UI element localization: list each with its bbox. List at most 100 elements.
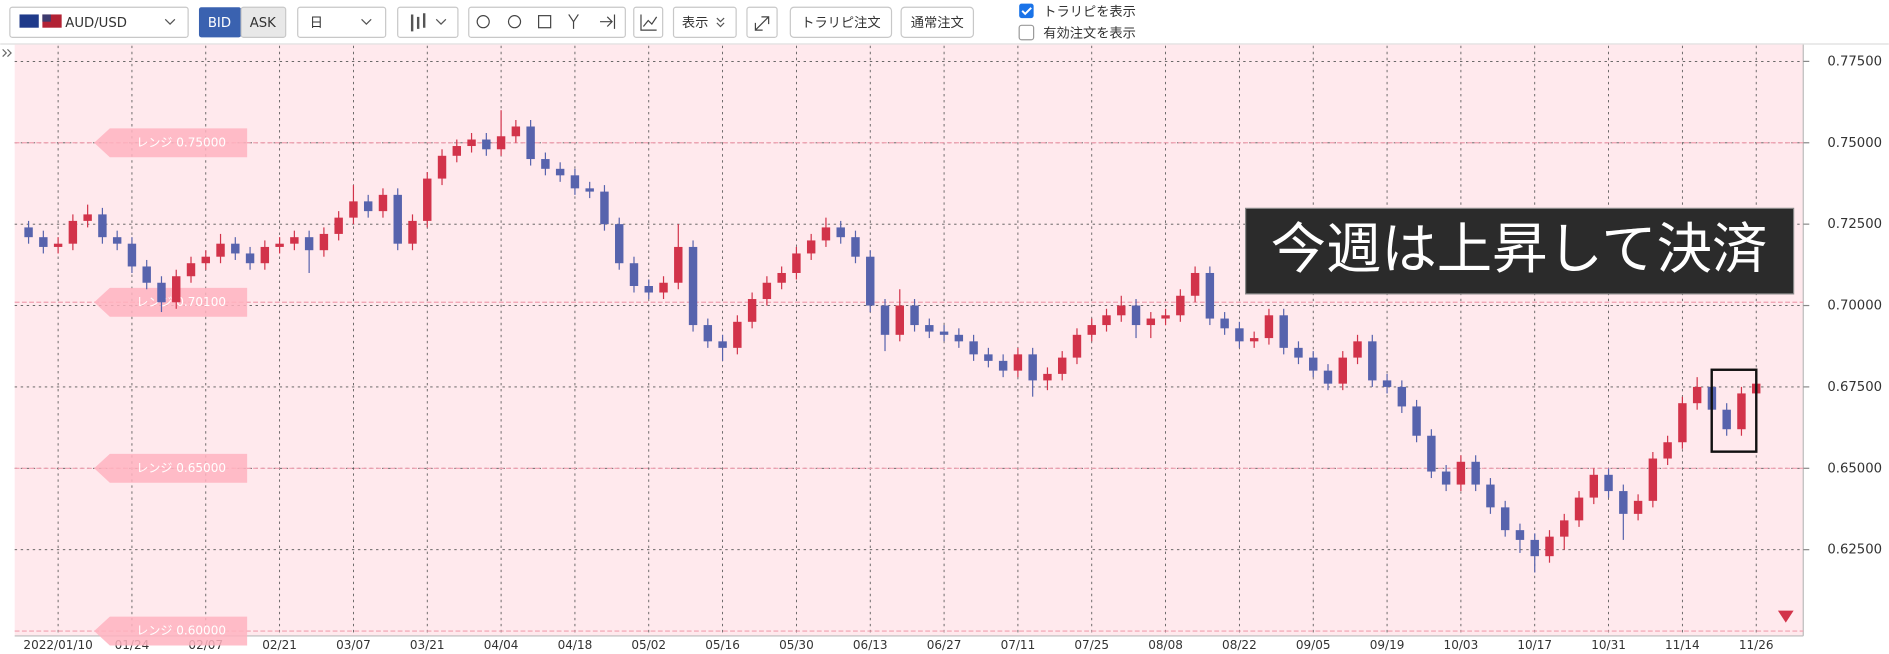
y-tick-label: 0.67500: [1827, 380, 1882, 395]
candle-body: [1013, 354, 1023, 371]
x-tick-label: 05/16: [705, 638, 740, 652]
candle-body: [1190, 272, 1200, 296]
x-tick-label: 06/27: [927, 638, 962, 652]
fit-icon[interactable]: [538, 15, 552, 29]
candle-body: [1117, 305, 1126, 316]
candle-body: [245, 253, 255, 264]
expand-button[interactable]: [746, 6, 778, 38]
y-scale-icon[interactable]: [568, 14, 579, 29]
candle-body: [24, 227, 33, 238]
candle-body: [363, 201, 373, 212]
x-tick-label: 05/30: [779, 638, 814, 652]
x-tick-label: 10/31: [1591, 638, 1626, 652]
candle-body: [1072, 334, 1082, 358]
candle-body: [1102, 315, 1111, 326]
candle-body: [526, 126, 535, 160]
candle-body: [1382, 380, 1392, 387]
x-tick-label: 05/02: [631, 638, 666, 652]
normal-order-button[interactable]: [900, 6, 975, 38]
check-mark: [1021, 7, 1032, 16]
candle-body: [925, 325, 934, 332]
tool-group: [468, 6, 626, 38]
candle-body: [1028, 354, 1037, 381]
x-tick-label: 08/22: [1222, 638, 1257, 652]
candle-body: [1500, 507, 1510, 531]
candle-body: [674, 246, 683, 283]
candle-body: [1043, 373, 1052, 381]
annotation-text: 今週は上昇して決済: [1271, 218, 1768, 282]
candle-body: [570, 175, 580, 189]
candle-body: [1220, 318, 1229, 329]
candle-body: [1427, 435, 1436, 472]
candle-body: [1530, 539, 1539, 557]
candle-body: [762, 282, 772, 300]
candle-body: [1515, 530, 1525, 540]
y-tick-label: 0.62500: [1827, 543, 1882, 558]
candle-body: [1309, 357, 1318, 371]
dropdown-arrow: [361, 18, 372, 25]
candle-body: [1678, 403, 1687, 443]
x-tick-label: 10/03: [1444, 638, 1479, 652]
candle-body: [201, 256, 210, 264]
checkbox-checked[interactable]: [1019, 3, 1034, 19]
candle-body: [1604, 474, 1613, 492]
candle-body: [304, 237, 314, 251]
chart-type-select[interactable]: [397, 6, 459, 38]
period-select[interactable]: [297, 6, 387, 38]
display-label: 表示: [682, 15, 708, 31]
trap-order-button[interactable]: [789, 6, 893, 38]
x-tick-label: 02/21: [262, 638, 297, 652]
x-tick-label: 07/11: [1001, 638, 1036, 652]
candle-body: [866, 256, 875, 306]
range-label: レンジ 0.75000: [136, 135, 226, 149]
ask-button[interactable]: [240, 6, 287, 38]
candle-body: [939, 331, 949, 335]
candle-body: [319, 233, 329, 251]
candle-body: [349, 201, 358, 218]
candle-body: [496, 136, 506, 150]
zoom-out-icon[interactable]: [507, 15, 522, 29]
chart-layer: 0.62500 0.65000 0.67500 0.70000 0.72500 0.750…: [14, 45, 1882, 652]
range-label: レンジ 0.65000: [136, 461, 226, 475]
zoom-in-icon[interactable]: [476, 15, 490, 29]
x-tick-label: 03/21: [410, 638, 445, 652]
candle-body: [1560, 520, 1569, 537]
candle-body: [1471, 461, 1480, 485]
x-tick-label: 11/26: [1739, 638, 1774, 652]
candle-body: [1294, 347, 1303, 358]
x-tick-label: 09/19: [1370, 638, 1405, 652]
trap-order-label: トラリピ注文: [801, 15, 880, 31]
display-select[interactable]: [672, 6, 737, 38]
candle-body: [1589, 474, 1599, 498]
candle-body: [172, 276, 181, 303]
range-tag: [94, 453, 248, 483]
candle-body: [157, 282, 166, 303]
candle-body: [1131, 305, 1141, 326]
candle-body: [585, 188, 594, 192]
candle-body: [1456, 461, 1466, 485]
candle-body: [821, 227, 831, 241]
flag-au: [19, 14, 39, 28]
range-tag: [94, 616, 248, 646]
candle-body: [541, 159, 550, 169]
y-tick-label: 0.72500: [1827, 217, 1882, 232]
candle-body: [1412, 406, 1421, 436]
latest-icon[interactable]: [600, 14, 616, 29]
y-tick-label: 0.65000: [1827, 461, 1882, 476]
x-tick-label: 03/07: [336, 638, 371, 652]
scroll-marker[interactable]: [1777, 610, 1794, 623]
bid-button[interactable]: [198, 7, 242, 38]
checkbox[interactable]: [1018, 24, 1035, 41]
candle-body: [511, 126, 521, 137]
candle-body: [1648, 458, 1658, 501]
checkbox-label: トラリピを表示: [1043, 4, 1136, 20]
candle-body: [1486, 484, 1495, 508]
indicator-button[interactable]: [633, 6, 664, 38]
candle-body: [895, 305, 904, 335]
x-tick-label: 2022/01/10: [23, 638, 92, 652]
collapse-icon[interactable]: [2, 48, 12, 58]
candle-body: [83, 214, 92, 221]
candle-body: [1545, 536, 1554, 557]
y-tick-label: 0.70000: [1827, 299, 1882, 314]
candle-body: [1663, 442, 1672, 459]
